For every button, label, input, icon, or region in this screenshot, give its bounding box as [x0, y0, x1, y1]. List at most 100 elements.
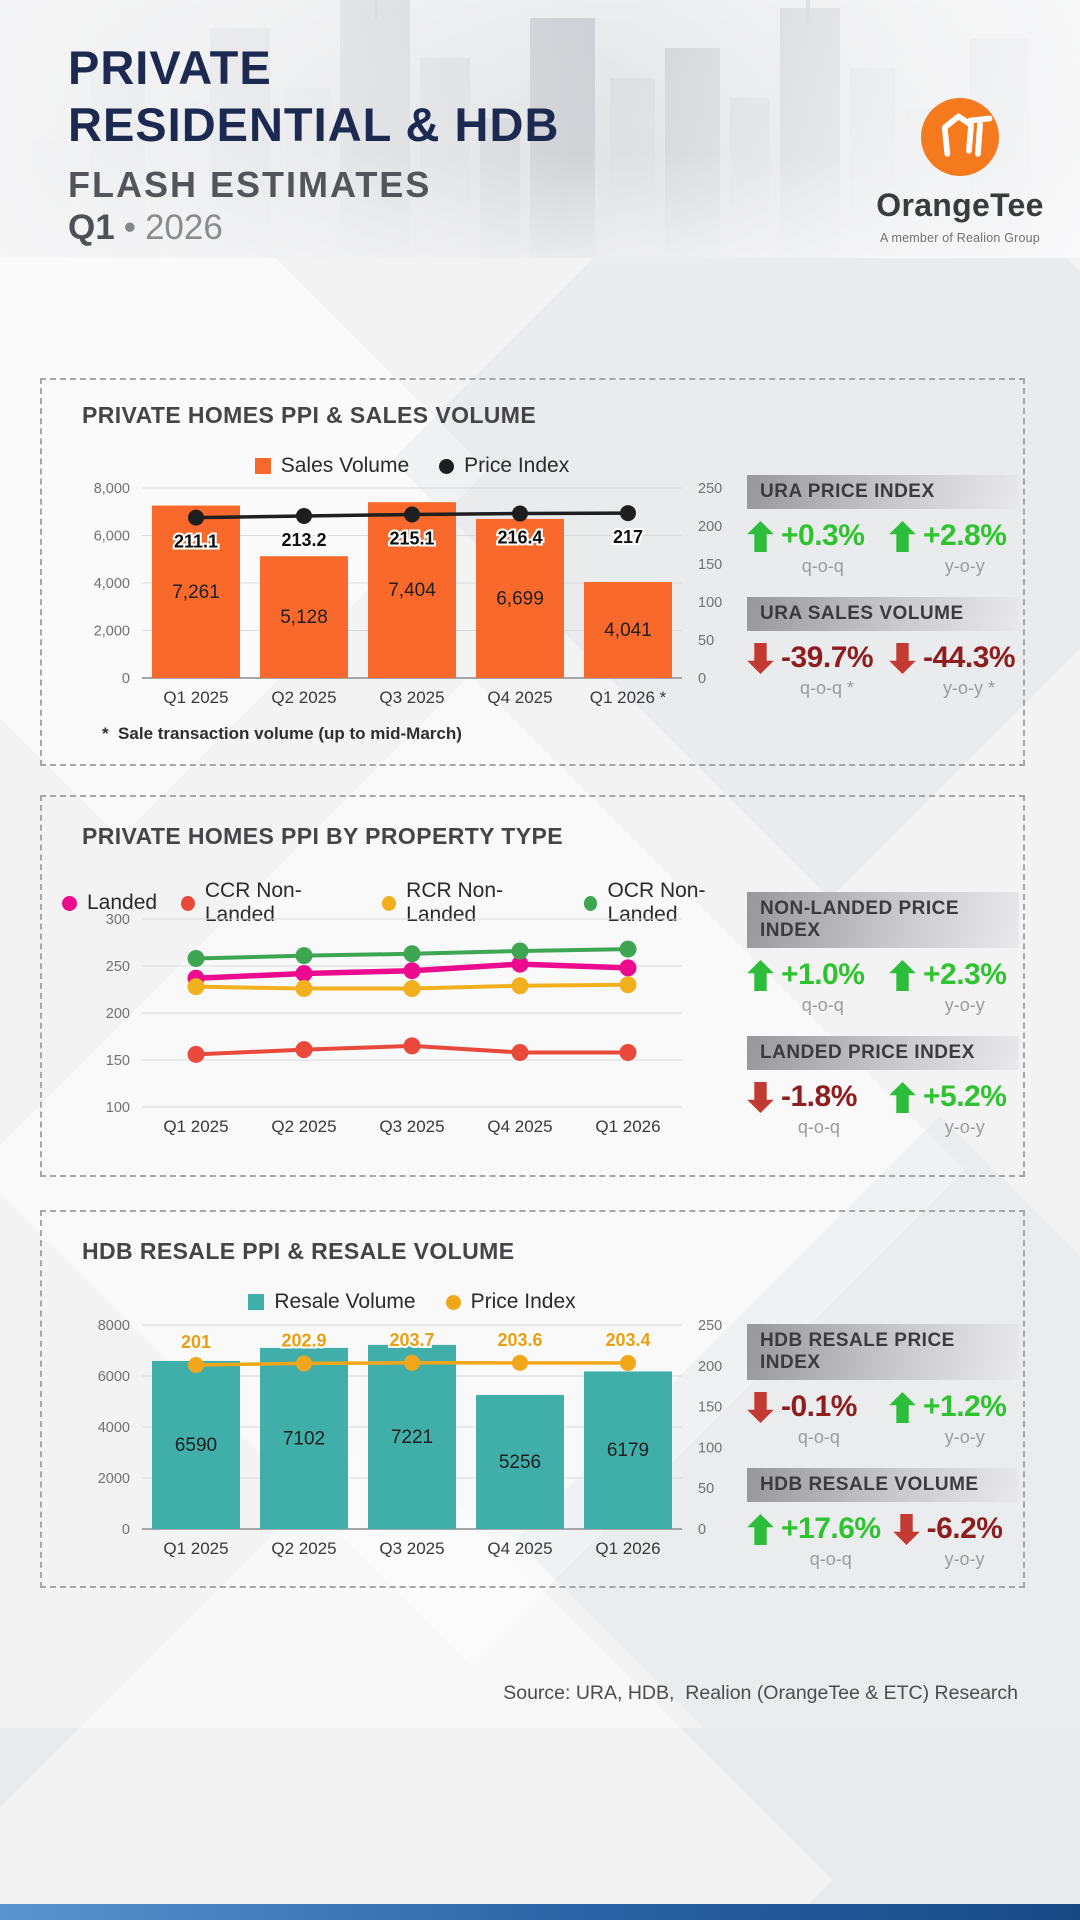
arrow-up-icon [889, 521, 916, 552]
arrow-down-icon [889, 643, 916, 674]
stat-header: LANDED PRICE INDEX [747, 1036, 1019, 1070]
bar [584, 582, 672, 678]
x-axis-category-label: Q1 2026 * [590, 688, 667, 707]
x-axis-category-label: Q2 2025 [271, 1117, 336, 1136]
data-point [511, 1043, 529, 1061]
stat-period: y-o-y * [943, 678, 996, 698]
orangetee-logo: OrangeTee A member of Realion Group [872, 98, 1048, 245]
bar-value-label: 7102 [283, 1428, 325, 1449]
data-point [620, 1355, 636, 1372]
stat-row: -39.7% q-o-q * -44.3% y-o-y * [747, 643, 1019, 699]
bullet-separator: • [123, 208, 136, 247]
line-value-label: 217 [613, 527, 643, 547]
chart-legend: Resale Volume Price Index [62, 1290, 762, 1314]
stat-period: q-o-q [809, 1549, 852, 1569]
stat-value: +5.2% [923, 1080, 1007, 1113]
x-axis-category-label: Q1 2025 [163, 1117, 228, 1136]
line-value-label: 215.1 [389, 529, 434, 549]
x-axis-category-label: Q2 2025 [271, 1539, 336, 1558]
line-value-label: 203.4 [605, 1330, 650, 1350]
data-point [511, 977, 529, 995]
y-axis-tick-label: 4,000 [94, 576, 130, 592]
y-axis-tick-label: 6,000 [94, 529, 130, 545]
y-axis-tick-label: 2000 [98, 1471, 130, 1487]
stat-header: NON-LANDED PRICE INDEX [747, 892, 1019, 948]
stat-value: -39.7% [781, 641, 874, 674]
stat: +1.2% y-o-y [889, 1392, 1019, 1448]
legend-item: Price Index [445, 1290, 576, 1314]
data-point [619, 976, 637, 994]
section-hdb-resale: HDB RESALE PPI & RESALE VOLUME Resale Vo… [40, 1210, 1025, 1588]
y-axis-tick-label: 4000 [98, 1420, 130, 1436]
data-point [187, 978, 205, 996]
line-value-label: 201 [181, 1332, 211, 1352]
line-value-label: 211.1 [174, 532, 218, 552]
stat: +1.0% q-o-q [747, 960, 877, 1016]
line-value-label: 213.2 [281, 530, 326, 550]
secondary-y-axis-tick-label: 0 [698, 1522, 706, 1538]
stat-value: +1.2% [923, 1390, 1007, 1423]
y-axis-tick-label: 200 [106, 1006, 130, 1022]
bar-value-label: 6,699 [496, 588, 544, 609]
data-point [403, 945, 421, 963]
stat: -39.7% q-o-q * [747, 643, 877, 699]
data-point [295, 1041, 313, 1059]
bar-value-label: 5,128 [280, 607, 328, 628]
stat-value: +17.6% [781, 1512, 881, 1545]
secondary-y-axis-tick-label: 50 [698, 1481, 714, 1497]
stat-period: y-o-y [944, 995, 985, 1015]
stat-period: y-o-y [944, 1117, 985, 1137]
stat: +2.8% y-o-y [889, 521, 1019, 577]
secondary-y-axis-tick-label: 0 [698, 671, 706, 687]
data-point [403, 1037, 421, 1055]
stat-header: HDB RESALE VOLUME [747, 1468, 1019, 1502]
data-point [619, 1043, 637, 1061]
legend-label: Price Index [464, 454, 570, 477]
data-point [403, 980, 421, 998]
y-axis-tick-label: 8,000 [94, 481, 130, 497]
bar [476, 518, 564, 678]
year-label: 2026 [144, 208, 223, 247]
brand-wordmark: OrangeTee [876, 187, 1044, 223]
secondary-y-axis-tick-label: 200 [698, 519, 722, 535]
legend-marker-circle-icon [445, 1294, 461, 1310]
secondary-y-axis-tick-label: 100 [698, 1440, 722, 1456]
secondary-y-axis-tick-label: 250 [698, 1318, 722, 1334]
data-point [296, 1355, 312, 1372]
stat-header: HDB RESALE PRICE INDEX [747, 1324, 1019, 1380]
bar-value-label: 4,041 [604, 620, 652, 641]
stat-row: +17.6% q-o-q -6.2% y-o-y [747, 1514, 1019, 1570]
data-point [187, 1045, 205, 1063]
arrow-down-icon [747, 1392, 774, 1423]
data-point [188, 509, 204, 526]
stat-header: URA SALES VOLUME [747, 597, 1019, 631]
arrow-down-icon [747, 643, 774, 674]
stat-period: y-o-y [944, 556, 985, 576]
brand-tagline: A member of Realion Group [880, 231, 1040, 245]
stat-period: q-o-q [797, 1117, 840, 1137]
secondary-y-axis-tick-label: 50 [698, 633, 714, 649]
stat: -1.8% q-o-q [747, 1082, 877, 1138]
arrow-up-icon [889, 1082, 916, 1113]
stat: +2.3% y-o-y [889, 960, 1019, 1016]
stat-value: -1.8% [781, 1080, 857, 1113]
legend-marker-square-icon [248, 1294, 265, 1310]
stat-value: -6.2% [926, 1512, 1003, 1545]
secondary-y-axis-tick-label: 200 [698, 1359, 722, 1375]
y-axis-tick-label: 0 [122, 671, 130, 687]
bar-value-label: 7,404 [388, 580, 436, 601]
section-title: PRIVATE HOMES PPI BY PROPERTY TYPE [82, 823, 563, 849]
arrow-up-icon [747, 1514, 774, 1545]
x-axis-category-label: Q2 2025 [271, 688, 336, 707]
line-value-label: 203.7 [389, 1330, 434, 1350]
chart-footnote: * Sale transaction volume (up to mid-Mar… [102, 724, 462, 743]
stat-header: URA PRICE INDEX [747, 475, 1019, 509]
arrow-up-icon [747, 521, 774, 552]
x-axis-category-label: Q1 2026 [595, 1117, 660, 1136]
bar-value-label: 5256 [499, 1452, 541, 1473]
x-axis-category-label: Q1 2026 [595, 1539, 660, 1558]
stat: +5.2% y-o-y [889, 1082, 1019, 1138]
stat-value: +2.3% [923, 958, 1007, 991]
stats-panel: HDB RESALE PRICE INDEX -0.1% q-o-q +1.2% y-o… [747, 1324, 1019, 1590]
